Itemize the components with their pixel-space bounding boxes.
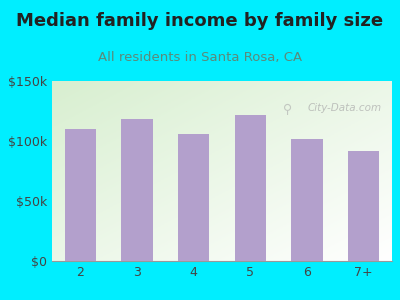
Text: City-Data.com: City-Data.com: [308, 103, 382, 112]
Bar: [235, 115, 266, 261]
Text: ⚲: ⚲: [283, 103, 292, 116]
Bar: [122, 119, 152, 261]
Bar: [65, 129, 96, 261]
Bar: [178, 134, 209, 261]
Bar: [292, 139, 322, 261]
Text: Median family income by family size: Median family income by family size: [16, 12, 384, 30]
Bar: [348, 151, 379, 261]
Text: All residents in Santa Rosa, CA: All residents in Santa Rosa, CA: [98, 51, 302, 64]
